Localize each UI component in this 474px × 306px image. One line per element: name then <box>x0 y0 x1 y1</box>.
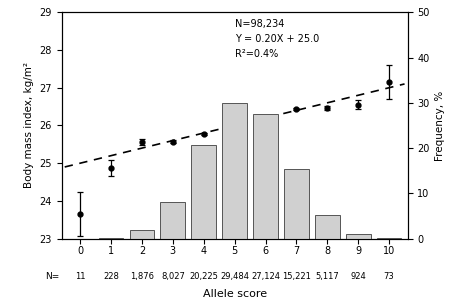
Bar <box>253 114 278 239</box>
Text: 228: 228 <box>103 272 119 282</box>
Text: 5,117: 5,117 <box>315 272 339 282</box>
Text: 29,484: 29,484 <box>220 272 249 282</box>
Text: N=: N= <box>45 272 59 282</box>
Bar <box>346 234 371 239</box>
Text: 924: 924 <box>350 272 366 282</box>
Bar <box>222 103 247 239</box>
Text: 1,876: 1,876 <box>130 272 154 282</box>
Bar <box>191 145 216 239</box>
Text: 15,221: 15,221 <box>282 272 311 282</box>
Y-axis label: Body mass index, kg/m²: Body mass index, kg/m² <box>24 62 34 188</box>
Text: Allele score: Allele score <box>202 289 267 299</box>
Bar <box>315 215 340 239</box>
Text: 73: 73 <box>384 272 394 282</box>
Text: 27,124: 27,124 <box>251 272 280 282</box>
Text: 11: 11 <box>75 272 85 282</box>
Bar <box>284 169 309 239</box>
Bar <box>99 238 123 239</box>
Bar <box>161 202 185 239</box>
Text: 20,225: 20,225 <box>189 272 218 282</box>
Y-axis label: Frequency, %: Frequency, % <box>435 90 445 161</box>
Text: N=98,234
Y = 0.20X + 25.0
R²=0.4%: N=98,234 Y = 0.20X + 25.0 R²=0.4% <box>235 19 319 59</box>
Text: 8,027: 8,027 <box>161 272 185 282</box>
Bar <box>129 230 155 239</box>
Bar <box>377 238 401 239</box>
